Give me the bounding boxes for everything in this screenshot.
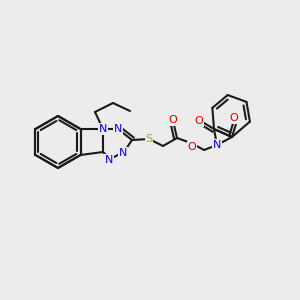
Text: N: N xyxy=(119,148,127,158)
Text: N: N xyxy=(99,124,107,134)
Text: S: S xyxy=(146,134,153,144)
Text: O: O xyxy=(195,116,203,126)
Text: N: N xyxy=(213,140,221,150)
Text: O: O xyxy=(169,115,177,125)
Text: N: N xyxy=(114,124,122,134)
Text: N: N xyxy=(105,155,113,165)
Text: O: O xyxy=(188,142,196,152)
Text: O: O xyxy=(230,113,238,123)
